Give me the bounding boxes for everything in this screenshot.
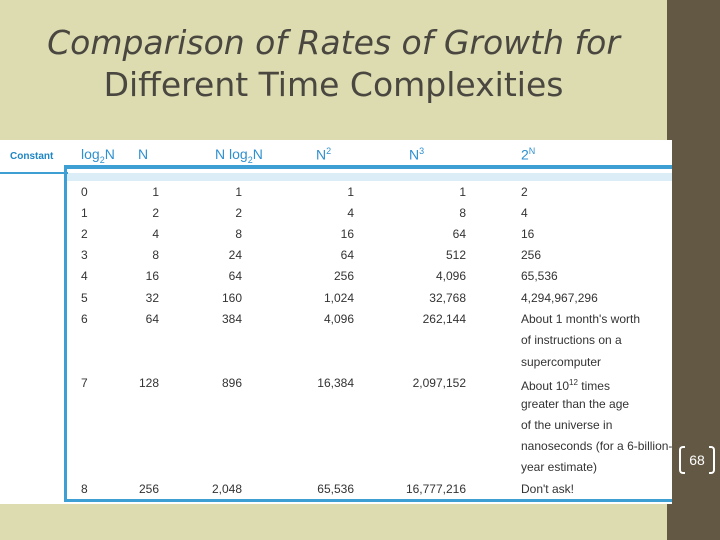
row7-text: About 10 (521, 379, 570, 393)
title-line-1: Comparison of Rates of Growth for (47, 23, 620, 62)
table-cell-two-pow-n: 256 (521, 248, 542, 262)
table-cell-two-pow-n: 4,294,967,296 (521, 291, 598, 305)
row6-continuation-line: supercomputer (521, 355, 602, 369)
badge-right-bracket (709, 446, 715, 474)
table-cell-log2n: 7 (81, 376, 88, 390)
table-cell-n-squared: 16 (340, 227, 354, 241)
table-cell-n-squared: 1 (347, 185, 354, 199)
table-cell-n-cubed: 262,144 (422, 312, 466, 326)
row7-continuation-line: greater than the age (521, 397, 630, 411)
table-cell-log2n: 6 (81, 312, 88, 326)
row7-continuation-line: nanoseconds (for a 6-billion- (521, 439, 673, 453)
table-cell-n: 128 (138, 376, 159, 390)
table-cell-nlog2n: 2,048 (211, 482, 242, 496)
table-cell-n: 32 (145, 291, 159, 305)
table-cell-n-squared: 64 (340, 248, 354, 262)
table-cell-nlog2n: 24 (228, 248, 242, 262)
table-cell-n-cubed: 16,777,216 (405, 482, 466, 496)
table-cell-n: 1 (152, 185, 159, 199)
table-cell-two-pow-n: About 1012 times (521, 376, 610, 393)
row6-continuation-line: of instructions on a (521, 333, 622, 347)
slide-title: Comparison of Rates of Growth for Differ… (0, 22, 667, 106)
table-cell-n: 256 (138, 482, 159, 496)
table-cell-log2n: 8 (81, 482, 88, 496)
table-cell-nlog2n: 2 (235, 206, 242, 220)
slide-number-badge: 68 (679, 446, 715, 474)
table-cell-log2n: 1 (81, 206, 88, 220)
table-cell-nlog2n: 64 (228, 269, 242, 283)
table-cell-nlog2n: 1 (235, 185, 242, 199)
header-two-pow-n: 2N (521, 146, 536, 163)
table-cell-two-pow-n: Don't ask! (521, 482, 574, 496)
table-cell-n: 64 (145, 312, 159, 326)
table-cell-n-squared: 4 (347, 206, 354, 220)
table-cell-n: 2 (152, 206, 159, 220)
table-cell-two-pow-n: 65,536 (521, 269, 558, 283)
table-cell-n-cubed: 512 (445, 248, 466, 262)
table-cell-n: 4 (152, 227, 159, 241)
complexity-table-panel (0, 140, 672, 504)
table-cell-nlog2n: 896 (221, 376, 242, 390)
header-n: N (138, 146, 149, 162)
table-cell-log2n: 2 (81, 227, 88, 241)
table-cell-n: 16 (145, 269, 159, 283)
table-cell-nlog2n: 160 (221, 291, 242, 305)
table-cell-n-cubed: 8 (459, 206, 466, 220)
table-cell-nlog2n: 8 (235, 227, 242, 241)
table-cell-n: 8 (152, 248, 159, 262)
table-cell-n-cubed: 2,097,152 (412, 376, 466, 390)
table-cell-n-cubed: 64 (452, 227, 466, 241)
table-cell-log2n: 4 (81, 269, 88, 283)
header-tint (67, 173, 672, 181)
table-cell-log2n: 5 (81, 291, 88, 305)
row7-exponent: 12 (569, 378, 578, 387)
row7-suffix: times (577, 379, 610, 393)
table-cell-two-pow-n: About 1 month's worth (521, 312, 641, 326)
table-cell-nlog2n: 384 (221, 312, 242, 326)
title-line-2: Different Time Complexities (103, 65, 564, 104)
table-cell-n-squared: 65,536 (317, 482, 354, 496)
table-cell-n-squared: 1,024 (323, 291, 354, 305)
table-cell-log2n: 0 (81, 185, 88, 199)
table-cell-two-pow-n: 16 (521, 227, 535, 241)
table-cell-log2n: 3 (81, 248, 88, 262)
row7-continuation-line: of the universe in (521, 418, 613, 432)
header-nlog2n: N log2N (215, 146, 263, 165)
slide-number: 68 (689, 452, 705, 468)
table-frame (64, 165, 672, 502)
header-n-cubed: N3 (409, 146, 425, 163)
row7-continuation-line: year estimate) (521, 460, 598, 474)
table-cell-n-cubed: 4,096 (435, 269, 466, 283)
table-cell-n-squared: 16,384 (317, 376, 354, 390)
table-cell-n-cubed: 32,768 (429, 291, 466, 305)
badge-left-bracket (679, 446, 685, 474)
table-cell-two-pow-n: 2 (521, 185, 528, 199)
constant-line (0, 172, 68, 174)
header-n-squared: N2 (316, 146, 332, 163)
table-cell-n-cubed: 1 (459, 185, 466, 199)
header-log2n: log2N (81, 146, 115, 165)
side-band (667, 0, 720, 540)
constant-label: Constant (10, 151, 54, 162)
table-cell-two-pow-n: 4 (521, 206, 528, 220)
table-cell-n-squared: 256 (333, 269, 354, 283)
table-cell-n-squared: 4,096 (323, 312, 354, 326)
